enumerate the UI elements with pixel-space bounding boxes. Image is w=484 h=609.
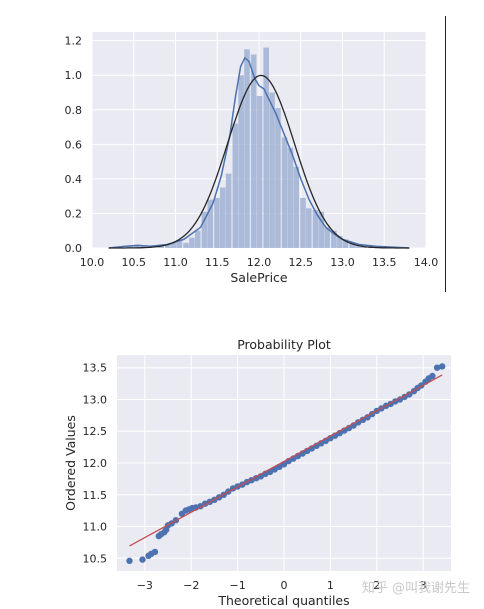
watermark: 知乎 @叫我谢先生 bbox=[362, 580, 470, 596]
y-tick-label: 11.0 bbox=[83, 521, 108, 534]
probability-plot-chart: −3 −2 −1 0 1 2 3 10.511.011.512.012.513.013.5 … bbox=[63, 337, 451, 608]
histogram-bar bbox=[331, 230, 337, 248]
histogram-bar bbox=[127, 246, 133, 248]
x-tick-label: −1 bbox=[230, 579, 246, 592]
y-tick-label: 10.5 bbox=[83, 552, 108, 565]
x-tick-label: 11.5 bbox=[205, 256, 230, 269]
distribution-x-tick-labels: 10.0 10.5 11.0 11.5 12.0 12.5 13.0 13.5 14.0 bbox=[80, 256, 439, 269]
y-tick-label: 12.5 bbox=[83, 425, 108, 438]
y-tick-label: 11.5 bbox=[83, 489, 108, 502]
probability-point bbox=[433, 364, 441, 371]
x-tick-label: 12.5 bbox=[289, 256, 314, 269]
y-tick-label: 0.6 bbox=[65, 138, 83, 151]
x-tick-label: −3 bbox=[137, 579, 153, 592]
histogram-bar bbox=[306, 208, 312, 248]
y-tick-label: 1.2 bbox=[65, 35, 83, 48]
histogram-bar bbox=[244, 49, 250, 248]
histogram-bar bbox=[269, 92, 275, 248]
histogram-bar bbox=[263, 47, 269, 248]
probability-point bbox=[151, 548, 159, 556]
histogram-bar bbox=[158, 246, 164, 248]
x-tick-label: 10.5 bbox=[122, 256, 147, 269]
x-tick-label: 13.0 bbox=[330, 256, 355, 269]
probability-fit-line bbox=[129, 374, 443, 547]
probability-x-axis-label: Theoretical quantiles bbox=[217, 593, 349, 608]
histogram-bar bbox=[342, 239, 349, 248]
distribution-y-tick-labels: 0.0 0.2 0.4 0.6 0.8 1.0 1.2 bbox=[65, 35, 83, 255]
x-tick-label: 0 bbox=[281, 579, 288, 592]
histogram-bar bbox=[250, 54, 257, 248]
probability-plot-title: Probability Plot bbox=[237, 337, 331, 352]
y-tick-label: 0.2 bbox=[65, 207, 83, 220]
x-tick-label: 10.0 bbox=[80, 256, 105, 269]
x-tick-label: 3 bbox=[420, 579, 427, 592]
distribution-x-axis-label: SalePrice bbox=[230, 270, 288, 285]
kde-curve bbox=[108, 56, 410, 249]
histogram-bar bbox=[238, 75, 244, 248]
x-tick-label: 13.5 bbox=[372, 256, 397, 269]
x-tick-label: 1 bbox=[327, 579, 334, 592]
histogram-bar bbox=[207, 199, 214, 248]
histogram-bar bbox=[176, 241, 183, 248]
y-tick-label: 0.8 bbox=[65, 104, 83, 117]
probability-x-tick-labels: −3 −2 −1 0 1 2 3 bbox=[137, 579, 427, 592]
histogram-bar bbox=[170, 242, 177, 248]
histogram-bar bbox=[349, 242, 356, 248]
histogram-bar bbox=[256, 95, 263, 248]
y-tick-label: 0.0 bbox=[65, 242, 83, 255]
histogram-bar bbox=[194, 230, 201, 248]
histogram-bar bbox=[318, 211, 325, 248]
probability-point bbox=[139, 556, 146, 563]
histogram-bar bbox=[189, 237, 195, 248]
x-tick-label: −2 bbox=[183, 579, 199, 592]
x-tick-label: 14.0 bbox=[414, 256, 439, 269]
histogram-bar bbox=[164, 244, 171, 248]
probability-point bbox=[364, 414, 371, 421]
histogram-bar bbox=[287, 147, 294, 248]
probability-y-tick-labels: 10.5 11.0 11.5 12.0 12.5 13.0 13.5 bbox=[83, 362, 108, 566]
histogram-bar bbox=[183, 242, 189, 248]
x-tick-label: 11.0 bbox=[163, 256, 188, 269]
histogram-bar bbox=[300, 197, 306, 248]
y-tick-label: 1.0 bbox=[65, 69, 83, 82]
x-tick-label: 12.0 bbox=[247, 256, 272, 269]
y-tick-label: 12.0 bbox=[83, 457, 108, 470]
distribution-chart: 10.0 10.5 11.0 11.5 12.0 12.5 13.0 13.5 14.0 0.0… bbox=[65, 32, 439, 285]
histogram-bar bbox=[232, 123, 239, 248]
histogram-bar bbox=[281, 137, 288, 248]
histogram-bar bbox=[324, 227, 330, 248]
normal-fit-curve bbox=[108, 74, 410, 249]
histogram-bar bbox=[275, 108, 281, 248]
histogram-bar bbox=[312, 209, 319, 248]
probability-y-axis-label: Ordered Values bbox=[63, 415, 78, 511]
histogram-bar bbox=[355, 244, 361, 248]
histogram-bar bbox=[201, 211, 208, 248]
histogram-bar bbox=[214, 197, 220, 248]
y-tick-label: 13.5 bbox=[83, 362, 108, 375]
probability-point bbox=[126, 557, 133, 564]
histogram-bar bbox=[293, 166, 300, 248]
histogram-bar bbox=[134, 244, 140, 248]
distribution-bars bbox=[127, 47, 374, 248]
histogram-bar bbox=[225, 173, 232, 248]
probability-point bbox=[429, 372, 436, 380]
histogram-bar bbox=[220, 187, 226, 248]
y-tick-label: 13.0 bbox=[83, 393, 108, 406]
y-tick-label: 0.4 bbox=[65, 173, 83, 186]
x-tick-label: 2 bbox=[373, 579, 380, 592]
histogram-bar bbox=[336, 235, 343, 248]
probability-point bbox=[439, 363, 446, 370]
